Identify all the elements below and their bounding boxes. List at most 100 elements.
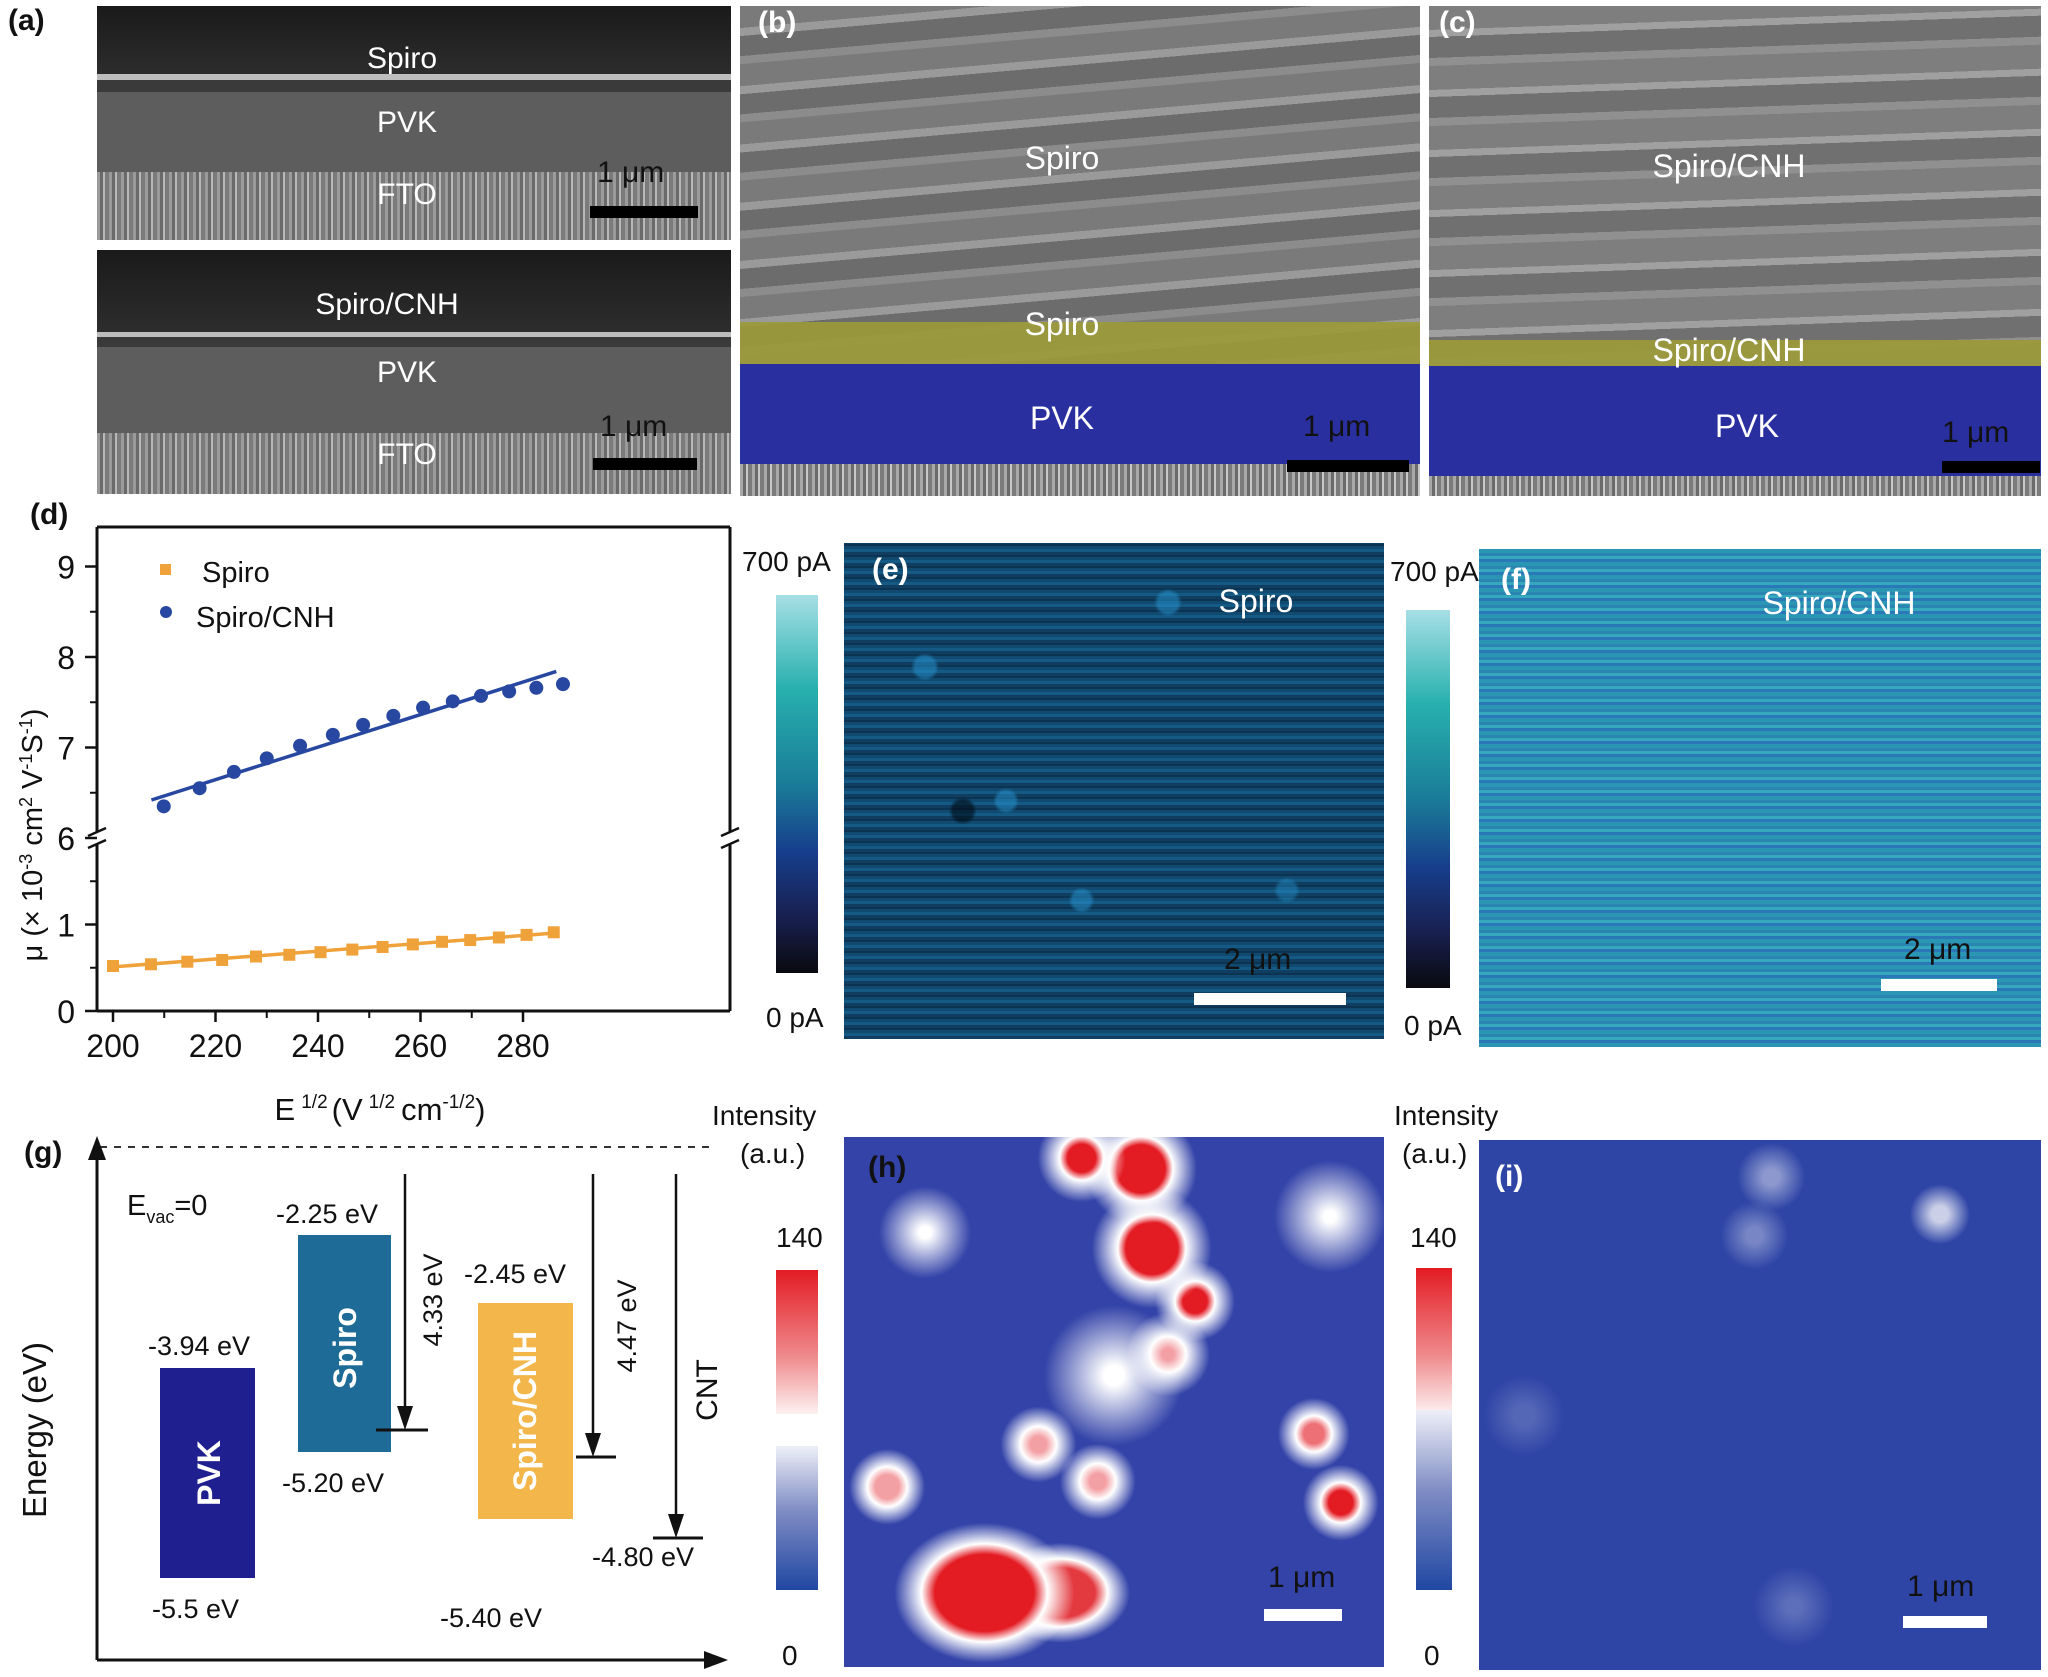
legend-label: Spiro xyxy=(202,557,270,589)
sample-label: Spiro/CNH xyxy=(1762,585,1916,621)
y-tick-label: 8 xyxy=(57,640,75,676)
axis-break-mark xyxy=(720,838,740,850)
panel-label-h: (h) xyxy=(868,1151,907,1184)
data-point-spiro xyxy=(107,960,119,973)
y-axis-arrow-icon xyxy=(88,1136,106,1160)
layer-label: PVK xyxy=(1714,408,1780,444)
axis-break-mark xyxy=(87,826,107,838)
homo-label: -5.5 eV xyxy=(152,1594,239,1624)
scalebar xyxy=(1881,979,1997,991)
data-point-spiro xyxy=(376,940,389,953)
mobility-chart: 0 1 6 7 8 9 200 220 240 260 280 Spiro Spiro/CNH μ (… xyxy=(16,525,740,1127)
colorbar-min-label: 0 pA xyxy=(766,1002,824,1033)
data-point-spiro-cnh xyxy=(386,708,401,723)
cnt-level-label: -4.80 eV xyxy=(592,1542,694,1572)
arrow-head-icon xyxy=(668,1514,684,1538)
y-tick-label: 1 xyxy=(57,908,75,944)
scalebar xyxy=(593,458,697,470)
data-point-spiro-cnh xyxy=(502,684,517,699)
sem-image-b: (b) Spiro Spiro PVK 1 μm xyxy=(740,6,1420,496)
x-tick-label: 280 xyxy=(496,1028,549,1064)
scalebar-label: 1 μm xyxy=(1303,410,1371,443)
data-point-spiro xyxy=(283,948,296,961)
layer-label: Spiro/CNH xyxy=(315,288,459,321)
panel-label-i: (i) xyxy=(1495,1160,1524,1193)
scalebar xyxy=(1264,1609,1342,1621)
colorbar-current xyxy=(776,595,818,973)
arrow-value-label: 4.33 eV xyxy=(418,1253,448,1346)
layer-label: PVK xyxy=(376,106,438,139)
y-tick-label: 9 xyxy=(57,550,75,586)
panel-label-e: (e) xyxy=(872,553,909,586)
cafm-image-e: (e) Spiro 2 μm xyxy=(844,543,1384,1039)
data-point-spiro xyxy=(249,950,262,963)
data-point-spiro xyxy=(181,955,194,968)
fit-line-spiro-cnh xyxy=(150,669,557,802)
homo-label: -5.20 eV xyxy=(282,1468,384,1498)
colorbar-intensity-lower xyxy=(1416,1410,1452,1590)
data-point-spiro-cnh xyxy=(156,799,171,814)
colorbar-intensity-lower xyxy=(776,1446,818,1590)
sem-image-c: (c) Spiro/CNH Spiro/CNH PVK 1 μm xyxy=(1429,6,2041,496)
scalebar xyxy=(1194,993,1346,1005)
y-tick-label: 7 xyxy=(57,731,75,767)
panel-label-f: (f) xyxy=(1501,563,1531,596)
y-tick-label: 6 xyxy=(57,821,75,857)
colorbar-title-unit: (a.u.) xyxy=(1402,1138,1468,1169)
lumo-label: -2.25 eV xyxy=(276,1199,378,1229)
lumo-label: -3.94 eV xyxy=(148,1331,250,1361)
arrow-head-icon xyxy=(585,1433,601,1457)
colorbar-title: Intensity xyxy=(712,1100,817,1131)
scalebar-label: 1 μm xyxy=(1907,1570,1975,1603)
data-point-spiro xyxy=(436,935,449,948)
data-point-spiro xyxy=(346,943,359,956)
layer-label: Spiro/CNH xyxy=(1652,332,1806,368)
energy-diagram: Energy (eV) Evac=0 PVK -3.94 eV -5.5 eV … xyxy=(16,1136,728,1669)
sample-label: Spiro xyxy=(1218,583,1294,619)
legend-marker-spiro xyxy=(160,564,171,575)
scalebar-label: 2 μm xyxy=(1904,933,1972,966)
data-point-spiro xyxy=(216,953,229,966)
colorbar-max-label: 140 xyxy=(1410,1222,1457,1253)
colorbar-min-label: 0 xyxy=(782,1640,798,1671)
data-point-spiro xyxy=(492,931,505,944)
data-point-spiro-cnh xyxy=(192,781,207,796)
data-point-spiro-cnh xyxy=(293,738,308,753)
panel-label-g: (g) xyxy=(24,1136,63,1169)
layer-label: PVK xyxy=(1029,400,1095,436)
homo-label: -5.40 eV xyxy=(440,1603,542,1633)
scalebar xyxy=(1903,1616,1987,1628)
fit-line-spiro xyxy=(112,931,554,969)
data-point-spiro-cnh xyxy=(529,680,544,695)
data-point-spiro xyxy=(547,926,560,939)
data-point-spiro xyxy=(144,958,157,971)
panel-label-b: (b) xyxy=(758,6,797,39)
surface-label: Spiro/CNH xyxy=(1652,148,1806,184)
scalebar xyxy=(1942,461,2040,473)
data-point-spiro-cnh xyxy=(445,694,460,709)
scalebar xyxy=(1287,460,1409,472)
colorbar-title: Intensity xyxy=(1394,1100,1499,1131)
cafm-image-f: (f) Spiro/CNH 2 μm xyxy=(1479,549,2041,1047)
x-tick-label: 200 xyxy=(86,1028,139,1064)
x-axis-arrow-icon xyxy=(704,1651,728,1669)
colorbar-current xyxy=(1406,610,1450,988)
data-point-spiro-cnh xyxy=(226,764,241,779)
x-tick-label: 260 xyxy=(394,1028,447,1064)
data-point-spiro-cnh xyxy=(555,677,570,692)
data-point-spiro-cnh xyxy=(356,717,371,732)
colorbar-max-label: 140 xyxy=(776,1222,823,1253)
colorbar-intensity-upper xyxy=(776,1270,818,1414)
pl-map-image-i: (i) 1 μm xyxy=(1479,1140,2041,1670)
band-block-spiro xyxy=(298,1235,391,1452)
legend-marker-spiro-cnh xyxy=(160,606,172,618)
layer-label: Spiro xyxy=(366,42,438,75)
x-tick-label: 240 xyxy=(291,1028,344,1064)
scalebar-label: 1 μm xyxy=(597,156,665,189)
colorbar-title-unit: (a.u.) xyxy=(740,1138,806,1169)
block-label: PVK xyxy=(191,1440,227,1506)
lumo-label: -2.45 eV xyxy=(464,1259,566,1289)
arrow-value-label: 4.47 eV xyxy=(612,1279,642,1372)
axis-break-mark xyxy=(720,826,740,838)
sem-image-a-bottom: Spiro/CNH PVK FTO 1 μm xyxy=(97,250,731,494)
